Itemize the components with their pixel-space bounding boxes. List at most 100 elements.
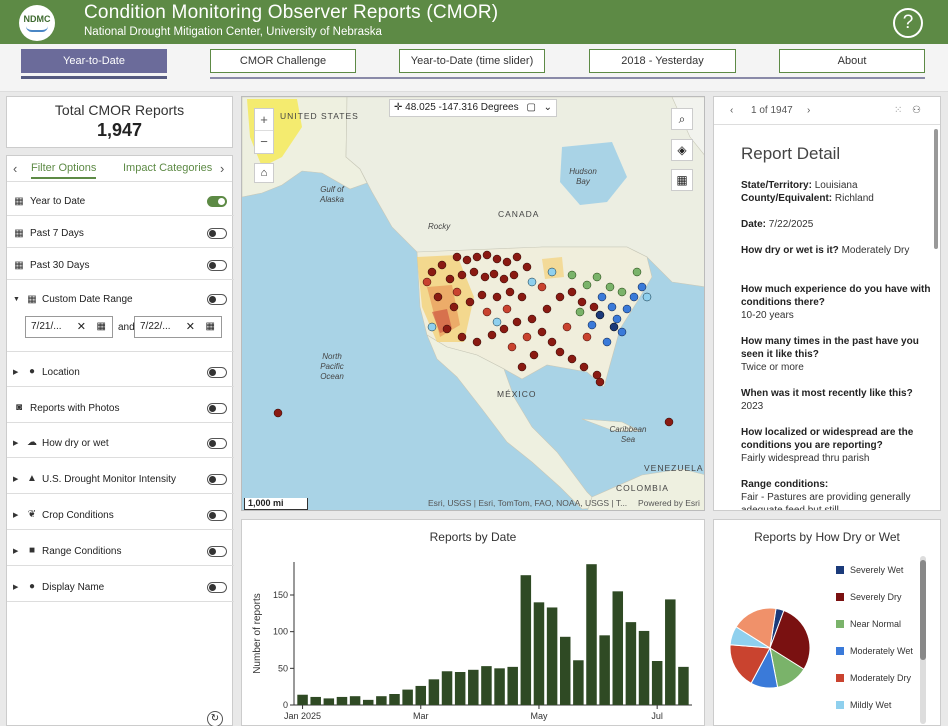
filter-location[interactable]: ▶ ● Location [7,357,234,387]
bar[interactable] [389,694,400,705]
chevron-down-icon[interactable]: ⌄ [543,102,552,113]
nav-year-to-date[interactable]: Year-to-Date [21,49,167,73]
tabs-prev-chevron-icon[interactable]: ‹ [13,161,18,176]
filter-range-conditions[interactable]: ▶ ■ Range Conditions [7,536,234,566]
filter-display-name[interactable]: ▶ ● Display Name [7,572,234,602]
filter-crop-conditions[interactable]: ▶ ❦ Crop Conditions [7,500,234,530]
end-date-input[interactable]: 7/22/... ✕ ▦ [134,316,222,338]
reset-filters-icon[interactable]: ↻ [207,711,223,726]
bar[interactable] [297,694,308,705]
bar[interactable] [349,696,361,705]
filter-custom-date-range[interactable]: ▼ ▦ Custom Date Range 7/21/... ✕ ▦ and 7… [7,284,234,352]
toggle-past-7-days[interactable] [207,228,227,239]
help-icon[interactable]: ? [893,8,923,38]
toggle-custom-date-range[interactable] [207,294,227,305]
filter-how-dry-or-wet[interactable]: ▶ ☁ How dry or wet [7,428,234,458]
nav-about[interactable]: About [779,49,925,73]
bar[interactable] [612,591,624,705]
qr-code-icon[interactable]: ▦ [671,169,693,191]
legend-scrollbar[interactable] [920,556,926,724]
toggle-location[interactable] [207,367,227,378]
powered-by-esri[interactable]: Powered by Esri [638,498,700,508]
start-date-input[interactable]: 7/21/... ✕ ▦ [25,316,113,338]
bar[interactable] [454,672,466,705]
bar[interactable] [494,668,505,705]
bar[interactable] [533,602,545,705]
bar[interactable] [586,564,597,705]
map-view[interactable]: UNITED STATES Gulf of Alaska CANADA Huds… [241,96,705,511]
toggle-reports-with-photos[interactable] [207,403,227,414]
caret-right-icon[interactable]: ▶ [13,584,19,591]
bar[interactable] [651,661,663,705]
bar[interactable] [678,666,689,705]
toggle-display-name[interactable] [207,582,227,593]
bar[interactable] [323,698,335,705]
bar[interactable] [362,699,374,705]
filter-year-to-date[interactable]: ▦ Year to Date [7,188,234,216]
bar[interactable] [559,636,571,705]
clear-start-date-icon[interactable]: ✕ [76,321,86,333]
nav-cmor-challenge[interactable]: CMOR Challenge [210,49,356,73]
bar[interactable] [441,671,453,705]
search-icon[interactable]: ⌕ [671,108,693,130]
select-features-icon[interactable]: ⚇ [912,105,921,116]
nav-2018-yesterday[interactable]: 2018 - Yesterday [589,49,736,73]
nav-ytd-time-slider[interactable]: Year-to-Date (time slider) [399,49,545,73]
clear-selection-icon[interactable]: ⁙ [894,105,903,116]
filter-past-30-days[interactable]: ▦ Past 30 Days [7,252,234,280]
caret-right-icon[interactable]: ▶ [13,440,19,447]
caret-right-icon[interactable]: ▶ [13,548,19,555]
bar[interactable] [573,660,584,705]
bar[interactable] [599,635,610,705]
toggle-usdm-intensity[interactable] [207,474,227,485]
zoom-out-button[interactable]: − [260,134,268,149]
bar[interactable] [428,679,440,705]
bar[interactable] [310,696,321,705]
bar[interactable] [638,630,650,705]
calendar-icon[interactable]: ▦ [96,321,106,332]
bar[interactable] [665,599,676,705]
bar[interactable] [507,666,518,705]
coordinate-readout[interactable]: ✛ 48.025 -147.316 Degrees ▢ ⌄ [389,99,557,117]
caret-down-icon[interactable]: ▼ [13,296,20,303]
home-icon[interactable]: ⌂ [254,163,274,183]
clear-end-date-icon[interactable]: ✕ [185,321,195,333]
calendar-icon[interactable]: ▦ [205,321,215,332]
bar[interactable] [336,696,348,705]
filter-usdm-intensity[interactable]: ▶ ▲ U.S. Drought Monitor Intensity [7,464,234,494]
tab-filter-options[interactable]: Filter Options [31,162,97,179]
pie-slice[interactable] [729,644,771,684]
toggle-past-30-days[interactable] [207,260,227,271]
pager-prev-icon[interactable]: ‹ [730,105,734,116]
bar[interactable] [415,685,427,705]
pager-next-icon[interactable]: › [807,105,811,116]
bar[interactable] [625,622,637,705]
bar[interactable] [481,666,492,705]
bar[interactable] [376,696,387,705]
bar[interactable] [546,607,558,705]
pie-slice[interactable] [769,609,811,670]
copy-icon[interactable]: ▢ [526,102,536,113]
caret-right-icon[interactable]: ▶ [13,512,19,519]
bar[interactable] [520,575,532,705]
detail-scrollbar[interactable] [934,129,938,249]
toggle-crop-conditions[interactable] [207,510,227,521]
bar[interactable] [402,689,413,705]
bar-chart-svg: 0 50 100 150 Number of reports Jan 2025 Mar May… [252,562,692,721]
map-label-mexico: MÉXICO [497,389,537,399]
toggle-how-dry-or-wet[interactable] [207,438,227,449]
tab-impact-categories[interactable]: Impact Categories [123,162,213,174]
layers-icon[interactable]: ◈ [671,139,693,161]
pie-slice[interactable] [735,607,777,649]
bar[interactable] [468,669,479,705]
toggle-range-conditions[interactable] [207,546,227,557]
toggle-year-to-date[interactable] [207,196,227,207]
filter-reports-with-photos[interactable]: ◙ Reports with Photos [7,393,234,423]
filter-label: Location [42,367,80,378]
caret-right-icon[interactable]: ▶ [13,369,19,376]
zoom-in-button[interactable]: + [255,109,273,131]
caret-right-icon[interactable]: ▶ [13,476,19,483]
filter-past-7-days[interactable]: ▦ Past 7 Days [7,220,234,248]
tabs-next-chevron-icon[interactable]: › [220,161,225,176]
pin-icon: ● [28,366,36,377]
